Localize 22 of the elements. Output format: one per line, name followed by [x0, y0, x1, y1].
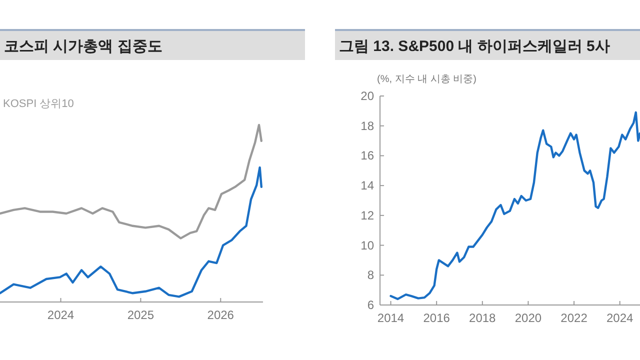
- y-tick-label: 12: [360, 208, 374, 222]
- text: KOSPI 상위10: [3, 98, 74, 110]
- x-tick-label: 2016: [423, 311, 450, 325]
- y-tick-label: 18: [360, 118, 374, 133]
- x-tick-label: 2020: [514, 311, 542, 325]
- x-tick-label: 2025: [127, 308, 154, 322]
- x-tick-label: 2024: [606, 311, 634, 325]
- x-tick-label: 2018: [469, 311, 496, 325]
- y-tick-label: 8: [367, 268, 374, 282]
- y-tick-label: 20: [360, 89, 374, 103]
- x-tick-label: 2026: [207, 308, 234, 322]
- x-tick-label: 2014: [377, 311, 404, 325]
- y-tick-label: 16: [360, 148, 374, 163]
- y-tick-label: 6: [367, 298, 374, 312]
- y-axis-title: (%, 지수 내 시총 비중): [377, 74, 476, 85]
- y-tick-label: 14: [360, 178, 374, 193]
- x-tick-label: 2022: [560, 311, 588, 325]
- line-series: [390, 111, 640, 300]
- chart-title: 그림 13. S&P500 내 하이퍼스케일러 5사: [339, 38, 610, 55]
- y-tick-label: 10: [360, 238, 374, 252]
- chart-title: 코스피 시가총액 집중도: [4, 38, 162, 55]
- x-tick-label: 2024: [47, 308, 74, 322]
